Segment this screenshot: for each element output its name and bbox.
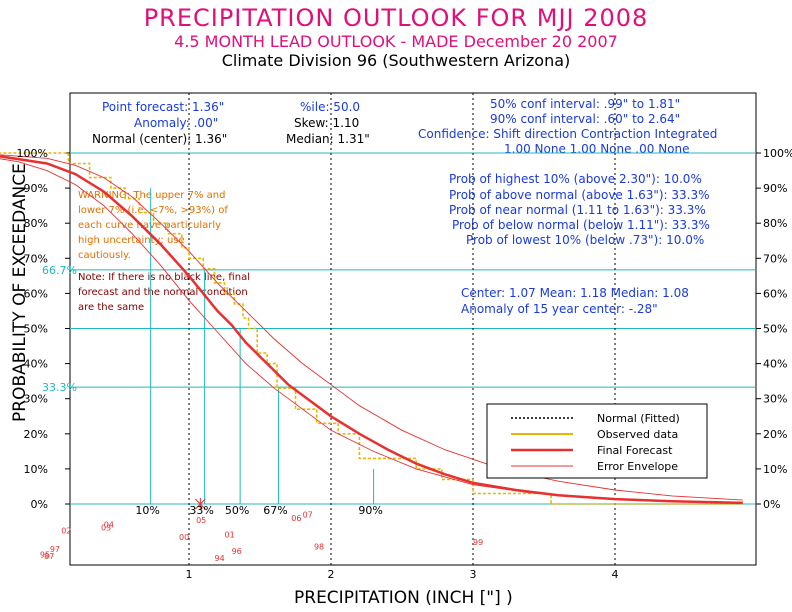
y-tick-label-right: 20% <box>763 428 787 441</box>
conf-interval-90: 90% conf interval: .60" to 2.64" <box>490 112 681 126</box>
y-tick-label-left: 30% <box>24 393 48 406</box>
x-tick-label: 2 <box>328 568 335 581</box>
year-label: 04 <box>104 521 114 530</box>
percentile-value: %ile: 50.0 <box>300 100 361 114</box>
forecast-marker <box>195 498 206 510</box>
prob-near-normal: Prob of near normal (1.11 to 1.63"): 33.… <box>449 203 706 217</box>
legend-label: Observed data <box>597 428 678 441</box>
percentile-label: 10% <box>135 504 159 517</box>
y-tick-label-right: 30% <box>763 393 787 406</box>
year-label: 87 <box>44 552 54 561</box>
year-label: 07 <box>303 510 313 519</box>
series-error-envelope <box>0 158 743 504</box>
y-tick-label-right: 80% <box>763 217 787 230</box>
y-tick-label-left: 80% <box>24 217 48 230</box>
center-mean-median: Center: 1.07 Mean: 1.18 Median: 1.08 <box>461 286 689 300</box>
year-label: 95 <box>40 550 50 559</box>
y-tick-label-left: 60% <box>24 287 48 300</box>
y-tick-label-right: 40% <box>763 358 787 371</box>
legend-label: Error Envelope <box>597 460 678 473</box>
x-tick-label: 3 <box>470 568 477 581</box>
y-tick-label-right: 50% <box>763 323 787 336</box>
prob-below-normal: Prob of below normal (below 1.11"): 33.3… <box>452 218 710 232</box>
year-label: 94 <box>215 554 225 563</box>
y-tick-label-left: 70% <box>24 252 48 265</box>
legend-label: Normal (Fitted) <box>597 412 680 425</box>
legend-label: Final Forecast <box>597 444 673 457</box>
skew-value: Skew: 1.10 <box>294 116 360 130</box>
year-label: 98 <box>314 542 324 551</box>
year-label: 05 <box>196 516 206 525</box>
y-tick-label-right: 90% <box>763 182 787 195</box>
y-tick-label-right: 70% <box>763 252 787 265</box>
y-tick-label-right: 60% <box>763 287 787 300</box>
y-tick-label-left: 100% <box>17 147 48 160</box>
anomaly-value: Anomaly: .00" <box>134 116 219 130</box>
conf-interval-50: 50% conf interval: .99" to 1.81" <box>490 97 681 111</box>
percentile-label: 90% <box>358 504 382 517</box>
y-tick-label-left: 40% <box>24 358 48 371</box>
year-label: 97 <box>50 545 60 554</box>
point-forecast: Point forecast: 1.36" <box>102 100 225 114</box>
reference-label: 33.3% <box>42 381 77 394</box>
prob-lowest-10: Prob of lowest 10% (below .73"): 10.0% <box>466 233 705 247</box>
confidence-header: Confidence: Shift direction Contraction … <box>418 127 718 141</box>
y-tick-label-left: 50% <box>24 323 48 336</box>
year-label: 00 <box>179 533 189 542</box>
percentile-label: 33% <box>189 504 213 517</box>
y-tick-label-right: 0% <box>763 498 780 511</box>
normal-center: Normal (center): 1.36" <box>92 132 228 146</box>
chart-subtitle: 4.5 MONTH LEAD OUTLOOK - MADE December 2… <box>174 32 618 51</box>
y-tick-label-left: 20% <box>24 428 48 441</box>
prob-highest-10: Prob of highest 10% (above 2.30"): 10.0% <box>449 172 702 186</box>
x-axis-label: PRECIPITATION (INCH ["] ) <box>294 588 513 608</box>
percentile-label: 50% <box>225 504 249 517</box>
year-label: 02 <box>61 526 71 535</box>
warning-text: WARNING: The upper 7% and lower 7% (i.e.… <box>78 190 228 261</box>
x-tick-label: 4 <box>612 568 619 581</box>
median-value: Median: 1.31" <box>286 132 370 146</box>
year-label: 03 <box>101 524 111 533</box>
year-label: 01 <box>225 530 235 539</box>
year-label: 99 <box>473 538 483 547</box>
y-tick-label-right: 10% <box>763 463 787 476</box>
x-tick-label: 1 <box>186 568 193 581</box>
y-tick-label-left: 10% <box>24 463 48 476</box>
note-text: Note: If there is no black line, final f… <box>78 272 250 313</box>
prob-above-normal: Prob of above normal (above 1.63"): 33.3… <box>449 188 710 202</box>
year-label: 06 <box>291 514 301 523</box>
year-label: 96 <box>232 547 242 556</box>
y-tick-label-left: 0% <box>31 498 48 511</box>
division-label: Climate Division 96 (Southwestern Arizon… <box>221 51 571 70</box>
reference-label: 66.7% <box>42 264 77 277</box>
series-final-forecast <box>0 155 743 505</box>
chart-title: PRECIPITATION OUTLOOK FOR MJJ 2008 <box>143 4 649 32</box>
y-tick-label-right: 100% <box>763 147 792 160</box>
anomaly-15yr-center: Anomaly of 15 year center: -.28" <box>461 302 658 316</box>
y-tick-label-left: 90% <box>24 182 48 195</box>
percentile-label: 67% <box>263 504 287 517</box>
